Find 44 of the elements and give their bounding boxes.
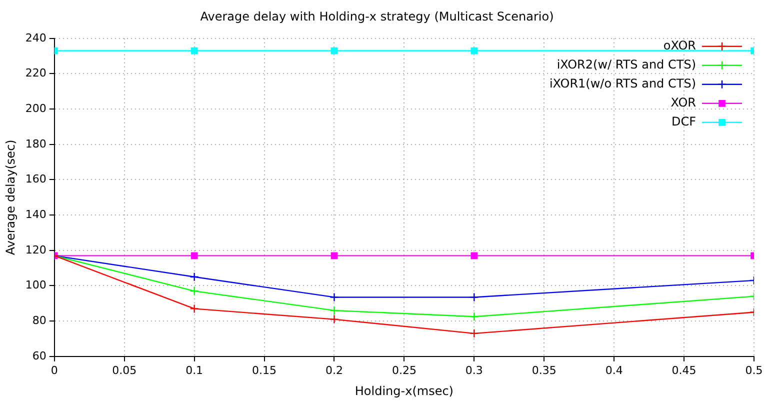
x-tick-label: 0.2 — [325, 364, 343, 377]
point — [330, 292, 339, 302]
point — [470, 47, 478, 54]
chart-title: Average delay with Holding-x strategy (Multicast Scenario) — [200, 9, 554, 24]
y-tick-label: 100 — [25, 278, 46, 292]
point — [190, 252, 198, 260]
y-tick-label: 120 — [25, 243, 46, 256]
y-tick-label: 60 — [32, 349, 46, 362]
point — [190, 272, 199, 282]
point — [190, 286, 199, 296]
legend-label: iXOR2(w/ RTS and CTS) — [556, 58, 696, 72]
x-tick-label: 0.1 — [186, 364, 204, 377]
x-tick-label: 0.45 — [672, 364, 696, 377]
y-tick-label: 80 — [32, 314, 46, 327]
y-tick-label: 200 — [25, 102, 46, 115]
legend-label: iXOR1(w/o RTS and CTS) — [549, 76, 696, 91]
x-tick-label: 0.05 — [112, 364, 137, 377]
x-tick-label: 0.15 — [252, 364, 277, 377]
y-tick-label: 240 — [25, 31, 46, 44]
point — [330, 306, 339, 316]
point — [190, 47, 198, 54]
point — [330, 314, 339, 324]
point — [470, 328, 479, 338]
point — [470, 312, 479, 322]
x-axis-title: Holding-x(msec) — [354, 384, 454, 398]
legend-label: oXOR — [663, 38, 696, 53]
point — [190, 304, 199, 314]
x-tick-label: 0 — [50, 364, 58, 377]
y-tick-label: 140 — [25, 208, 46, 221]
y-tick-label: 160 — [25, 172, 46, 186]
x-tick-label: 0.4 — [605, 364, 623, 377]
point — [330, 47, 338, 54]
y-axis-title: Average delay(sec) — [3, 140, 18, 256]
legend-label: XOR — [670, 96, 696, 110]
point — [330, 252, 338, 260]
point — [470, 252, 478, 260]
x-tick-label: 0.25 — [392, 364, 416, 377]
point — [470, 292, 479, 302]
y-tick-label: 220 — [25, 66, 46, 80]
x-tick-label: 0.5 — [745, 364, 763, 377]
y-tick-label: 180 — [25, 137, 46, 150]
legend-label: DCF — [671, 114, 696, 129]
x-tick-label: 0.3 — [465, 364, 483, 377]
x-tick-label: 0.35 — [532, 364, 556, 377]
